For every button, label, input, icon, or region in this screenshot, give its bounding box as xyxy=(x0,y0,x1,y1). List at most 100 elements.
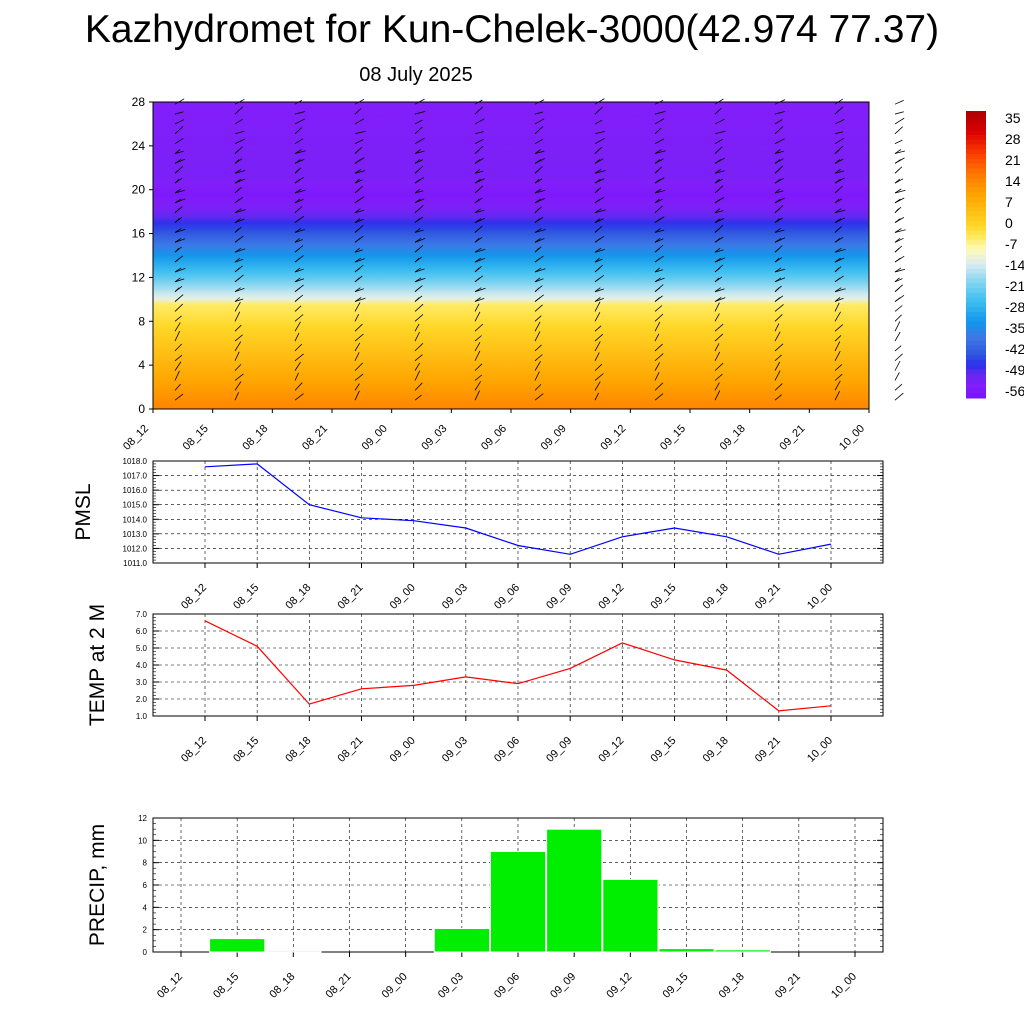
wind-barb xyxy=(714,218,721,223)
wind-barb xyxy=(534,198,542,204)
wind-barb xyxy=(894,383,903,391)
wind-barb xyxy=(414,370,421,381)
wind-barb xyxy=(774,331,781,342)
xtick-label: 08_12 xyxy=(155,971,185,1001)
wind-barb xyxy=(414,362,421,371)
wind-barb xyxy=(294,198,301,204)
wind-barb xyxy=(834,257,841,263)
wind-barb xyxy=(894,159,901,164)
y-axis-label: TEMP at 2 M xyxy=(86,604,109,726)
wind-barb xyxy=(474,168,481,174)
wind-barb xyxy=(594,249,606,253)
wind-barb xyxy=(594,363,603,371)
wind-barb xyxy=(714,323,724,332)
wind-barb xyxy=(174,228,182,233)
wind-barb xyxy=(534,360,541,371)
wind-barb xyxy=(174,126,184,135)
wind-barb xyxy=(414,237,422,243)
wind-barb xyxy=(534,111,544,115)
wind-barb xyxy=(774,287,780,292)
wind-barb xyxy=(594,149,600,154)
wind-barb xyxy=(354,208,361,214)
wind-barb xyxy=(294,332,300,342)
wind-barb xyxy=(294,189,306,194)
wind-barb xyxy=(174,322,181,332)
xtick-label: 08_15 xyxy=(231,582,261,612)
ytick-label: 2 xyxy=(143,926,148,935)
wind-barb xyxy=(594,381,601,391)
wind-barb xyxy=(714,198,721,204)
wind-barb xyxy=(174,178,180,184)
colorbar-band xyxy=(966,259,986,265)
heatmap-ytick-label: 8 xyxy=(138,314,145,328)
wind-barbs xyxy=(174,98,906,401)
wind-barb xyxy=(174,247,180,253)
wind-barb xyxy=(534,208,540,214)
wind-barb xyxy=(474,228,480,233)
wind-barb xyxy=(354,228,361,233)
precip-bar xyxy=(658,948,715,953)
colorbar-band xyxy=(966,302,986,308)
ytick-label: 3.0 xyxy=(136,678,148,687)
wind-barb xyxy=(474,287,482,293)
wind-barb xyxy=(414,111,426,115)
wind-barb xyxy=(294,218,301,223)
wind-barb xyxy=(174,303,183,312)
wind-barb xyxy=(474,159,481,164)
wind-barb xyxy=(894,188,902,194)
wind-barb xyxy=(594,287,601,293)
colorbar-band xyxy=(966,168,986,174)
colorbar-band xyxy=(966,297,986,303)
colorbar-label: 14 xyxy=(1005,173,1021,189)
wind-barb xyxy=(474,335,482,342)
xtick-label: 09_09 xyxy=(548,971,578,1001)
wind-barb xyxy=(354,314,360,322)
heatmap-ytick-label: 12 xyxy=(132,270,146,284)
wind-barb xyxy=(654,229,665,233)
wind-barb xyxy=(894,189,906,194)
wind-barb xyxy=(654,111,666,115)
colorbar-band xyxy=(966,359,986,366)
wind-barb xyxy=(474,208,481,214)
wind-barb xyxy=(474,363,483,371)
wind-barb xyxy=(534,188,542,194)
wind-barb xyxy=(474,342,481,352)
wind-barb xyxy=(534,268,546,273)
wind-barb xyxy=(654,118,665,125)
wind-barb xyxy=(534,331,541,342)
wind-barb xyxy=(774,370,781,381)
wind-barb xyxy=(534,354,543,362)
wind-barb xyxy=(474,106,484,115)
wind-barb xyxy=(234,247,242,253)
wind-barb xyxy=(534,149,541,154)
wind-barb xyxy=(654,287,661,292)
colorbar-band xyxy=(966,264,986,270)
wind-barb xyxy=(894,321,901,332)
wind-barb xyxy=(594,277,601,283)
wind-barb xyxy=(774,159,781,164)
wind-barb xyxy=(714,178,720,184)
colorbar-band xyxy=(966,144,986,150)
wind-barb xyxy=(294,159,301,164)
wind-barb xyxy=(714,170,725,174)
wind-barb xyxy=(654,297,660,302)
wind-barb xyxy=(894,360,901,371)
colorbar-band xyxy=(966,287,986,294)
precip-bar xyxy=(714,949,771,953)
wind-barb xyxy=(294,150,306,154)
wind-barb xyxy=(234,277,241,283)
wind-barb xyxy=(414,323,420,332)
wind-barb xyxy=(834,208,842,214)
wind-barb xyxy=(714,390,721,401)
ytick-label: 8 xyxy=(143,859,148,868)
colorbar-band xyxy=(966,111,986,117)
colorbar-band xyxy=(966,240,986,246)
wind-barb xyxy=(894,150,905,154)
wind-barb xyxy=(414,119,423,125)
wind-barb xyxy=(174,159,182,164)
wind-barb xyxy=(414,277,422,283)
wind-barb xyxy=(774,208,781,214)
colorbar-band xyxy=(966,177,986,184)
xtick-label: 09_03 xyxy=(440,735,470,765)
